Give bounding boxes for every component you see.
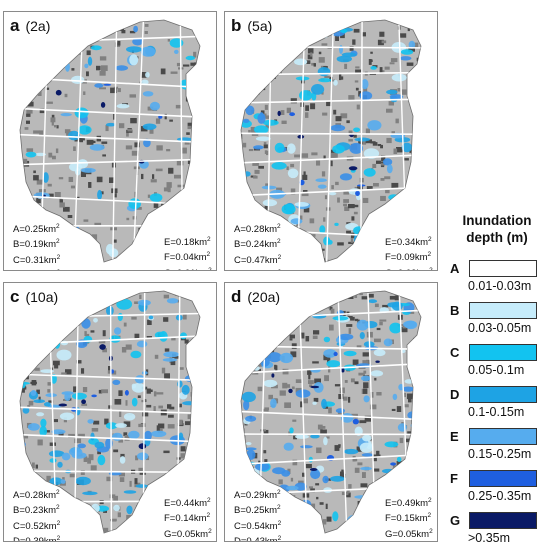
legend-swatch	[469, 470, 537, 487]
area-stats-left-c: A=0.28km2 B=0.23km2 C=0.52km2 D=0.39km2	[13, 487, 61, 542]
map-panel-a: a(2a) A=0.25km2 B=0.19km2 C=0.31km2D=0.20k…	[3, 11, 217, 271]
legend-title: Inundation depth (m)	[462, 213, 532, 245]
legend-item: E 0.15-0.25m	[444, 422, 550, 464]
inundation-map-a	[19, 19, 201, 263]
area-stat: A=0.25km2	[13, 223, 60, 236]
area-stat: F=0.15km2	[385, 512, 432, 525]
legend-swatch	[469, 512, 537, 529]
panel-label-d: d (20a)	[231, 287, 281, 306]
legend-range: 0.01-0.03m	[468, 279, 532, 293]
map-panel-c: c (10a) A=0.28km2 B=0.23km2 C=0.52km2 D=0.39…	[3, 282, 217, 542]
area-stat: D=0.20km2	[13, 267, 61, 270]
legend-swatch	[469, 428, 537, 445]
legend-range: 0.05-0.1m	[468, 363, 525, 377]
inundation-map-d	[240, 290, 422, 534]
area-stats-left-d: A=0.29km2 B=0.25km2 C=0.54km2 D=0.43km2	[234, 487, 282, 542]
legend-letter: E	[450, 429, 459, 444]
area-stats-right-c: E=0.44km2 F=0.14km2 G=0.05km2	[164, 495, 212, 541]
area-stat: E=0.34km2	[385, 236, 432, 249]
area-stat: C=0.47km2	[234, 253, 282, 266]
depth-legend: Inundation depth (m) A 0.01-0.03m B 0.03-0.…	[444, 212, 550, 548]
legend-swatch	[469, 302, 537, 319]
area-stat: D=0.30km2	[234, 267, 282, 270]
legend-range: 0.1-0.15m	[468, 405, 525, 419]
panel-label-c: c (10a)	[10, 287, 59, 306]
area-stat: B=0.25km2	[234, 504, 281, 517]
legend-swatch	[469, 260, 537, 277]
area-stat: C=0.54km2	[234, 519, 282, 532]
area-stat: D=0.39km2	[13, 535, 61, 542]
legend-letter: G	[450, 513, 461, 528]
area-stat: A=0.28km2	[13, 489, 60, 502]
legend-range: 0.15-0.25m	[468, 447, 532, 461]
legend-item: F 0.25-0.35m	[444, 464, 550, 506]
panel-label-a: a (2a)	[10, 16, 51, 35]
inundation-map-c	[19, 290, 201, 534]
legend-range: 0.03-0.05m	[468, 321, 532, 335]
area-stat: C=0.52km2	[13, 519, 61, 532]
panel-label-b: b (5a)	[231, 16, 273, 35]
area-stat: C=0.31km2	[13, 253, 61, 266]
area-stat: G=0.03km2	[385, 266, 433, 271]
area-stat: F=0.04km2	[164, 251, 211, 264]
legend-swatch	[469, 344, 537, 361]
legend-range: >0.35m	[468, 531, 511, 545]
map-panel-b: b(5a) A=0.28km2 B=0.24km2 C=0.47km2D=0.30k…	[224, 11, 438, 271]
legend-swatch	[469, 386, 537, 403]
area-stats-right-b: E=0.34km2 F=0.09km2 G=0.03km2	[385, 234, 433, 271]
area-stats-left-a: A=0.25km2 B=0.19km2 C=0.31km2D=0.20km2	[13, 221, 61, 270]
legend-item: A 0.01-0.03m	[444, 254, 550, 296]
area-stats-left-b: A=0.28km2 B=0.24km2 C=0.47km2D=0.30km2	[234, 221, 282, 270]
area-stat: E=0.49km2	[385, 497, 432, 510]
area-stat: F=0.09km2	[385, 251, 432, 264]
area-stat: A=0.28km2	[234, 223, 281, 236]
map-panel-d: d (20a) A=0.29km2 B=0.25km2 C=0.54km2 D=0.43…	[224, 282, 438, 542]
area-stat: B=0.19km2	[13, 238, 60, 251]
legend-item: D 0.1-0.15m	[444, 380, 550, 422]
legend-letter: D	[450, 387, 460, 402]
area-stat: F=0.14km2	[164, 512, 211, 525]
legend-letter: C	[450, 345, 460, 360]
legend-item: B 0.03-0.05m	[444, 296, 550, 338]
area-stat: E=0.18km2	[164, 236, 211, 249]
inundation-map-b	[240, 19, 422, 263]
legend-item: C 0.05-0.1m	[444, 338, 550, 380]
area-stat: B=0.23km2	[13, 504, 60, 517]
area-stat: G=0.01km2	[164, 266, 212, 271]
area-stat: D=0.43km2	[234, 535, 282, 542]
legend-range: 0.25-0.35m	[468, 489, 532, 503]
area-stat: G=0.05km2	[164, 527, 212, 540]
area-stat: B=0.24km2	[234, 238, 281, 251]
legend-letter: A	[450, 261, 460, 276]
legend-letter: F	[450, 471, 458, 486]
legend-letter: B	[450, 303, 460, 318]
area-stat: E=0.44km2	[164, 497, 211, 510]
area-stats-right-d: E=0.49km2 F=0.15km2 G=0.05km2	[385, 495, 433, 541]
legend-item: G >0.35m	[444, 506, 550, 548]
area-stat: A=0.29km2	[234, 489, 281, 502]
area-stats-right-a: E=0.18km2 F=0.04km2 G=0.01km2	[164, 234, 212, 271]
area-stat: G=0.05km2	[385, 527, 433, 540]
district-outline	[240, 19, 422, 263]
